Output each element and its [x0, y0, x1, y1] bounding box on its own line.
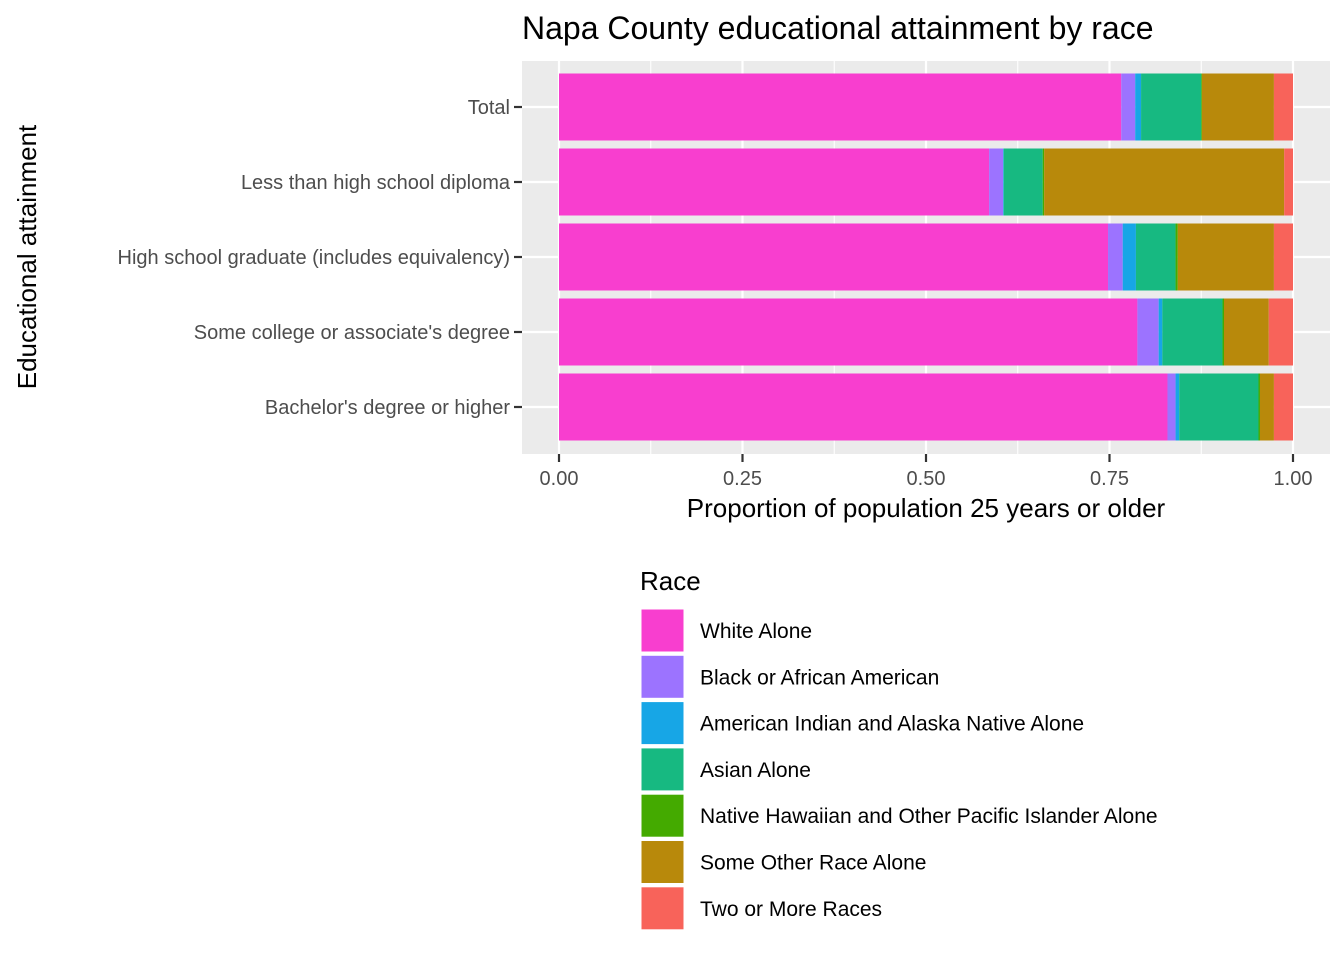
- bar-white-alone: [559, 148, 990, 216]
- legend-swatch-some-other-race-alone: [640, 840, 685, 884]
- bar-two-or-more-races: [1273, 373, 1293, 441]
- x-tick-label: 0.75: [1090, 468, 1129, 490]
- bar-black-or-african-american: [1167, 373, 1176, 441]
- x-tick-label: 0.50: [907, 468, 946, 490]
- legend-label: White Alone: [700, 620, 812, 643]
- bar-native-hawaiian-and-other-pacific-islander-alone: [1175, 223, 1178, 291]
- x-axis: 0.00 0.25 0.50 0.75 1.00: [540, 454, 1313, 490]
- bar-asian-alone: [1162, 298, 1223, 366]
- legend-swatch-american-indian-and-alaska-native-alone: [640, 701, 685, 746]
- bar-black-or-african-american: [989, 148, 1004, 216]
- x-tick-label: 0.00: [540, 468, 579, 490]
- bar-american-indian-and-alaska-native-alone: [1135, 73, 1142, 141]
- bar-some-other-race-alone: [1177, 223, 1274, 291]
- legend-label: American Indian and Alaska Native Alone: [700, 713, 1084, 736]
- bar-american-indian-and-alaska-native-alone: [1003, 148, 1004, 216]
- bar-white-alone: [559, 223, 1109, 291]
- x-tick-label: 1.00: [1274, 468, 1313, 490]
- bar-native-hawaiian-and-other-pacific-islander-alone: [1042, 148, 1045, 216]
- y-tick-label: Bachelor's degree or higher: [265, 397, 510, 419]
- bar-white-alone: [559, 373, 1168, 441]
- y-tick-label: Some college or associate's degree: [194, 322, 510, 344]
- legend-swatch-two-or-more-races: [640, 886, 685, 931]
- legend-label: Black or African American: [700, 666, 939, 689]
- legend-title: Race: [640, 566, 701, 596]
- legend-swatch-asian-alone: [640, 747, 685, 792]
- legend-label: Two or More Races: [700, 898, 882, 921]
- x-tick-label: 0.25: [723, 468, 762, 490]
- legend-label: Native Hawaiian and Other Pacific Island…: [700, 805, 1158, 828]
- legend-swatch-black-or-african-american: [640, 654, 685, 699]
- bar-two-or-more-races: [1284, 148, 1293, 216]
- bar-some-other-race-alone: [1259, 373, 1274, 441]
- bar-white-alone: [559, 73, 1122, 141]
- bar-some-other-race-alone: [1224, 298, 1269, 366]
- bar-two-or-more-races: [1273, 73, 1293, 141]
- bar-asian-alone: [1003, 148, 1043, 216]
- y-tick-label: Total: [468, 97, 510, 119]
- bar-asian-alone: [1179, 373, 1259, 441]
- bar-american-indian-and-alaska-native-alone: [1158, 298, 1163, 366]
- x-axis-title: Proportion of population 25 years or old…: [687, 493, 1166, 523]
- bar-native-hawaiian-and-other-pacific-islander-alone: [1258, 373, 1260, 441]
- legend-label: Some Other Race Alone: [700, 852, 926, 875]
- y-axis-title: Educational attainment: [12, 124, 42, 389]
- legend: Race White Alone Black or African America…: [640, 566, 1158, 931]
- bar-asian-alone: [1135, 223, 1176, 291]
- legend-swatch-native-hawaiian-and-other-pacific-islander-alone: [640, 793, 685, 838]
- bar-some-other-race-alone: [1044, 148, 1285, 216]
- bar-two-or-more-races: [1268, 298, 1293, 366]
- bar-black-or-african-american: [1137, 298, 1159, 366]
- bar-white-alone: [559, 298, 1138, 366]
- bar-native-hawaiian-and-other-pacific-islander-alone: [1222, 298, 1225, 366]
- bar-american-indian-and-alaska-native-alone: [1175, 373, 1180, 441]
- bar-some-other-race-alone: [1201, 73, 1274, 141]
- bar-two-or-more-races: [1273, 223, 1293, 291]
- bars: [559, 73, 1293, 441]
- y-axis: Total Less than high school diploma High s…: [118, 97, 522, 419]
- chart-title: Napa County educational attainment by ra…: [522, 10, 1154, 46]
- bar-american-indian-and-alaska-native-alone: [1122, 223, 1136, 291]
- bar-asian-alone: [1141, 73, 1202, 141]
- y-tick-label: Less than high school diploma: [241, 172, 511, 194]
- bar-black-or-african-american: [1121, 73, 1136, 141]
- y-tick-label: High school graduate (includes equivalen…: [118, 247, 510, 269]
- legend-swatch-white-alone: [640, 608, 685, 653]
- bar-black-or-african-american: [1108, 223, 1123, 291]
- legend-label: Asian Alone: [700, 759, 811, 782]
- bar-native-hawaiian-and-other-pacific-islander-alone: [1201, 73, 1202, 141]
